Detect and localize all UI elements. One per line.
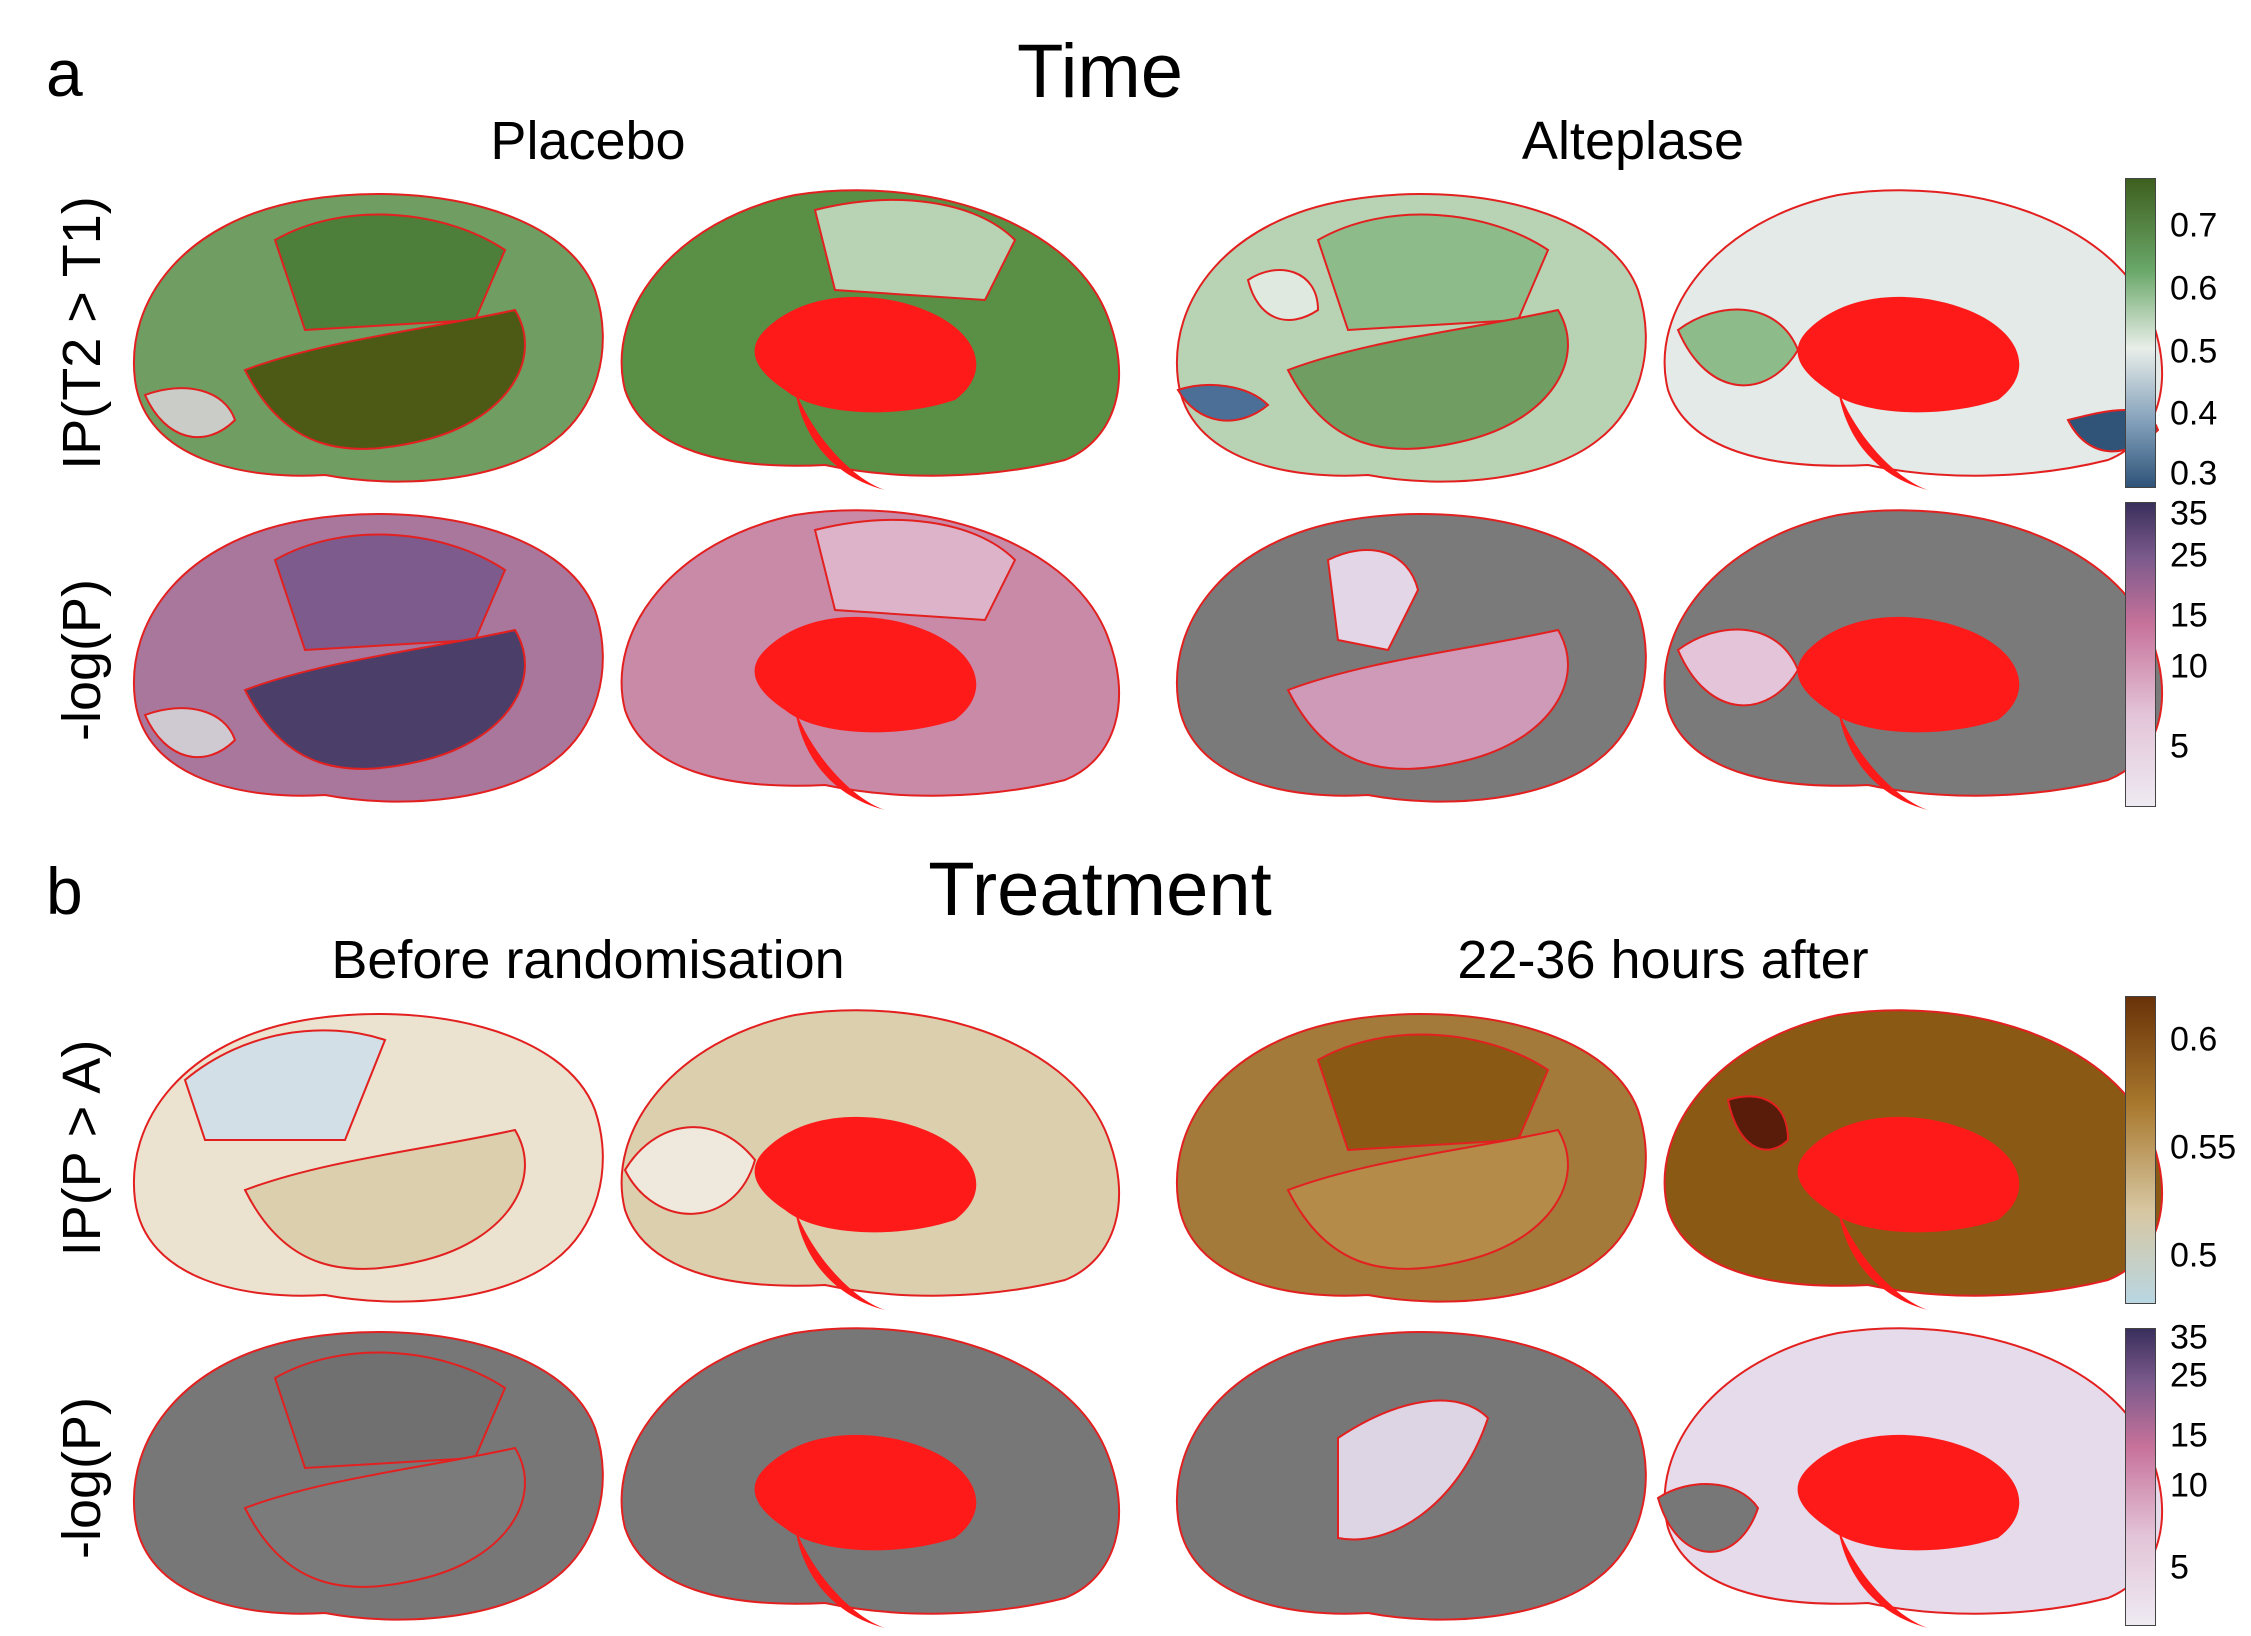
colorbar-tick: 15 — [2170, 1416, 2208, 1455]
medial-brain — [1656, 1327, 2163, 1628]
section-title-treatment: Treatment — [928, 847, 1272, 932]
colorbar-tick: 0.4 — [2170, 394, 2218, 433]
medial-brain — [620, 1327, 1120, 1628]
colorbar-tick: 5 — [2170, 727, 2189, 766]
colorbar-tick: 0.6 — [2170, 269, 2218, 308]
colorbar-logp-b — [2125, 1328, 2156, 1626]
medial-brain — [1663, 509, 2163, 810]
brain-pair-b-before-ip — [132, 1009, 1120, 1310]
colorbar-tick: 0.3 — [2170, 454, 2218, 493]
medial-brain — [1663, 1009, 2163, 1310]
colorbar-tick: 10 — [2170, 1466, 2208, 1505]
colorbar-tick: 15 — [2170, 596, 2208, 635]
panel-letter-b: b — [46, 854, 83, 928]
medial-brain — [620, 189, 1120, 490]
section-title-time: Time — [1016, 29, 1184, 114]
colorbar-tick: 0.5 — [2170, 1236, 2218, 1275]
colorbar-tick: 0.7 — [2170, 206, 2218, 245]
column-title-placebo: Placebo — [490, 111, 686, 171]
colorbar-tick: 0.55 — [2170, 1128, 2237, 1167]
brain-pair-b-after-ip — [1175, 1009, 2163, 1310]
row-label-logp-b: -log(P) — [52, 1396, 112, 1560]
row-label-logp-a: -log(P) — [52, 578, 112, 742]
column-title-before: Before randomisation — [331, 930, 845, 990]
brain-pair-b-after-logp — [1175, 1327, 2163, 1628]
row-label-ip-p-a: IP(P > A) — [52, 1039, 112, 1257]
lateral-brain — [132, 513, 604, 803]
column-title-after: 22-36 hours after — [1457, 930, 1869, 990]
medial-brain — [620, 509, 1120, 810]
row-label-ip-t2-t1: IP(T2 > T1) — [52, 196, 112, 470]
colorbar-ip-b — [2125, 996, 2156, 1304]
colorbar-ip-a — [2125, 178, 2156, 488]
medial-brain — [1663, 189, 2163, 490]
medial-brain — [620, 1009, 1120, 1310]
lateral-brain — [1175, 193, 1647, 483]
brain-pair-a-placebo-logp — [132, 509, 1120, 810]
colorbar-tick: 25 — [2170, 536, 2208, 575]
brain-pair-a-alteplase-ip — [1175, 189, 2163, 490]
brain-pair-a-alteplase-logp — [1175, 509, 2163, 810]
lateral-brain — [1175, 513, 1647, 803]
colorbar-tick: 25 — [2170, 1356, 2208, 1395]
lateral-brain — [132, 193, 604, 483]
colorbar-tick: 35 — [2170, 494, 2208, 533]
colorbar-tick: 10 — [2170, 647, 2208, 686]
brain-pair-b-before-logp — [132, 1327, 1120, 1628]
lateral-brain — [132, 1013, 604, 1303]
colorbar-logp-a — [2125, 502, 2156, 807]
colorbar-tick: 35 — [2170, 1318, 2208, 1357]
column-title-alteplase: Alteplase — [1521, 111, 1745, 171]
colorbar-tick: 0.5 — [2170, 332, 2218, 371]
lateral-brain — [132, 1331, 604, 1621]
colorbar-tick: 0.6 — [2170, 1020, 2218, 1059]
colorbar-tick: 5 — [2170, 1548, 2189, 1587]
brain-pair-a-placebo-ip — [132, 189, 1120, 490]
lateral-brain — [1175, 1013, 1647, 1303]
panel-letter-a: a — [46, 36, 83, 110]
lateral-brain — [1175, 1331, 1647, 1621]
